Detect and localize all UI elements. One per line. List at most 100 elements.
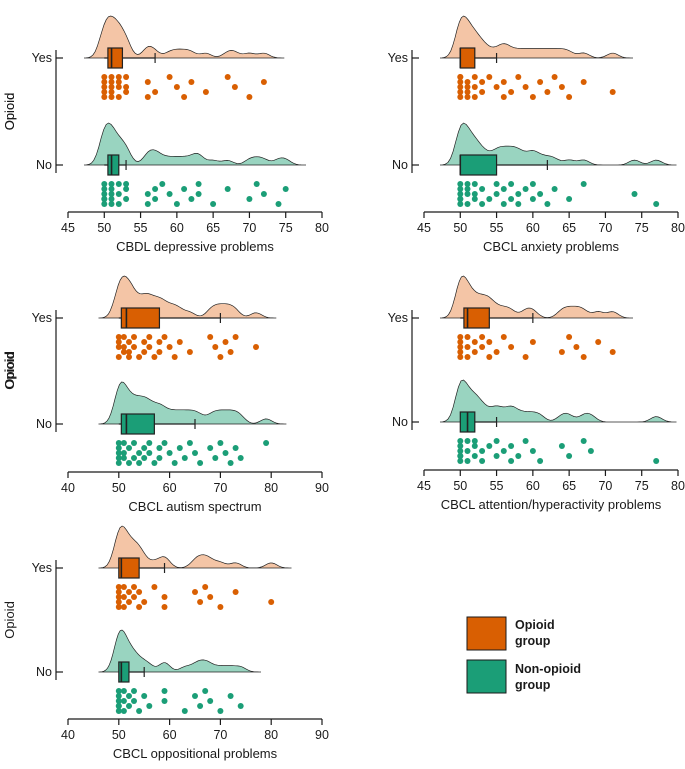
data-point [115, 708, 122, 714]
data-point [522, 354, 529, 360]
x-tick-label: 60 [526, 221, 540, 235]
data-point [161, 334, 168, 340]
data-point [123, 186, 130, 192]
data-point [188, 79, 195, 85]
data-point [253, 181, 260, 187]
chart-panels: Opioid Yes No 45 50 55 60 65 70 75 80 CBDL depressi… [2, 15, 685, 761]
x-tick-label: 50 [453, 479, 467, 493]
panel-2: Opioid Yes No 45 50 55 60 65 70 75 80 CBCL anxiety … [2, 15, 685, 254]
x-tick-label: 70 [213, 481, 227, 495]
data-point [123, 84, 130, 90]
data-point [126, 703, 132, 709]
data-point [566, 334, 573, 340]
data-point [176, 339, 183, 345]
data-point [457, 438, 464, 444]
data-point [152, 196, 159, 202]
data-point [212, 344, 219, 350]
series-no: No [392, 379, 677, 464]
data-point [260, 79, 267, 85]
data-point [115, 698, 122, 704]
data-point [166, 74, 173, 80]
data-point [131, 455, 137, 461]
data-point [173, 201, 180, 207]
data-point [141, 349, 148, 355]
data-point [115, 201, 122, 207]
data-point [224, 74, 231, 80]
panel-3: Opioid Yes No 40 50 60 70 80 90 CBCL autism spect… [2, 275, 329, 514]
data-point [101, 89, 108, 95]
data-point [609, 89, 616, 95]
data-point [161, 604, 168, 610]
data-point [471, 84, 478, 90]
data-point [573, 344, 580, 350]
data-point [464, 89, 471, 95]
data-point [144, 94, 151, 100]
data-point [115, 354, 122, 360]
x-tick-label: 50 [112, 728, 126, 742]
data-point [246, 196, 253, 202]
data-point [587, 448, 594, 454]
data-point [161, 594, 168, 600]
data-point [120, 688, 127, 694]
data-point [131, 584, 137, 590]
series-yes: Yes [388, 275, 633, 360]
data-point [181, 708, 188, 714]
category-label-no: No [392, 158, 408, 172]
x-tick-label: 50 [97, 221, 111, 235]
panel-1: Opioid Yes No 45 50 55 60 65 70 75 80 CBDL depressi… [2, 15, 329, 254]
data-point [108, 94, 115, 100]
data-point [101, 74, 108, 80]
data-point [120, 604, 127, 610]
data-point [120, 584, 127, 590]
data-point [186, 440, 193, 446]
data-point [176, 445, 183, 451]
legend-label-non-opioid-line1: Non-opioid [515, 662, 581, 676]
data-point [161, 688, 168, 694]
data-point [146, 440, 153, 446]
density-no [439, 379, 677, 423]
data-point [537, 191, 544, 197]
data-point [580, 438, 587, 444]
data-point [464, 448, 471, 454]
data-point [493, 349, 500, 355]
data-point [471, 453, 478, 459]
data-point [126, 460, 132, 466]
data-point [207, 445, 214, 451]
density-yes [439, 15, 633, 59]
data-point [126, 599, 132, 605]
data-point [558, 349, 565, 355]
data-point [609, 349, 616, 355]
x-tick-label: 80 [264, 481, 278, 495]
box-no [107, 154, 120, 176]
data-point [115, 703, 122, 709]
series-yes: Yes [388, 15, 633, 100]
data-point [529, 181, 536, 187]
data-point [515, 191, 522, 197]
data-point [101, 196, 108, 202]
data-point [282, 186, 289, 192]
data-point [457, 443, 464, 449]
x-tick-label: 75 [279, 221, 293, 235]
data-point [197, 599, 204, 605]
data-point [136, 589, 143, 595]
data-point [141, 455, 148, 461]
data-point [207, 698, 214, 704]
data-point [551, 74, 558, 80]
x-tick-label: 70 [242, 221, 256, 235]
x-tick-label: 45 [61, 221, 75, 235]
data-point [126, 445, 132, 451]
data-point [558, 443, 565, 449]
data-point [108, 186, 115, 192]
data-point [653, 201, 660, 207]
data-point [131, 334, 137, 340]
x-axis-title: CBCL oppositional problems [113, 746, 278, 761]
x-tick-label: 70 [598, 221, 612, 235]
data-point [146, 450, 153, 456]
x-tick-label: 45 [417, 221, 431, 235]
data-point [471, 438, 478, 444]
data-point [457, 458, 464, 464]
category-label-yes: Yes [388, 311, 408, 325]
x-tick-label: 90 [315, 481, 329, 495]
data-point [136, 450, 143, 456]
data-point [156, 455, 163, 461]
